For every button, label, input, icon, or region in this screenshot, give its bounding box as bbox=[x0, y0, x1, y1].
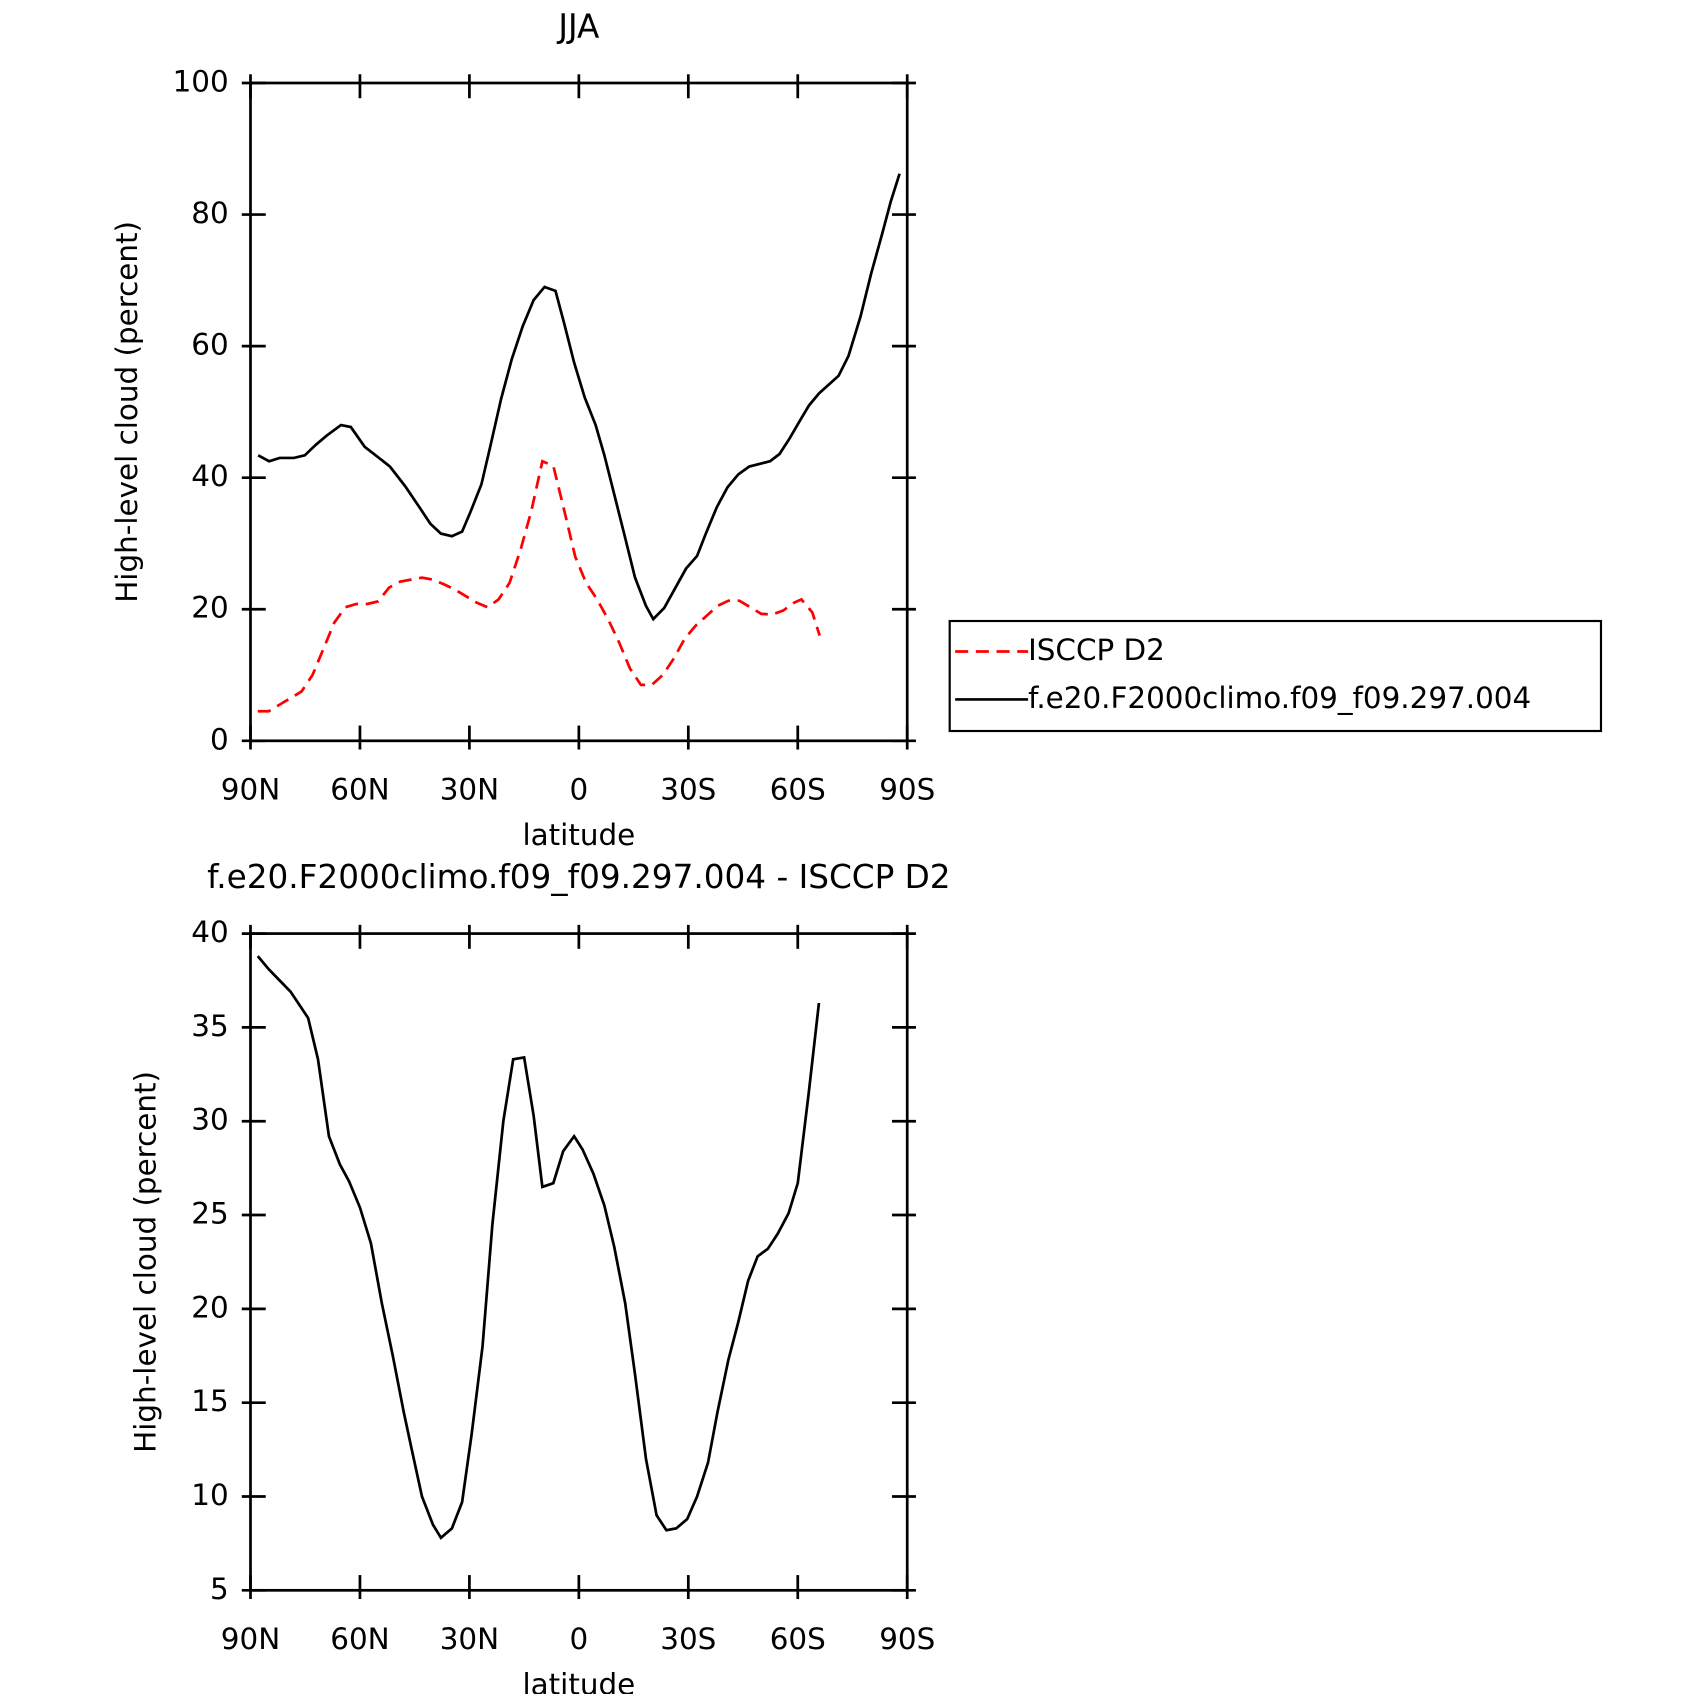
x-tick-label: 30N bbox=[440, 1622, 499, 1656]
legend-label: f.e20.F2000climo.f09_f09.297.004 bbox=[1028, 681, 1531, 715]
x-tick-label: 60S bbox=[770, 772, 826, 806]
x-tick-label: 90N bbox=[221, 772, 280, 806]
plot-frame bbox=[249, 81, 909, 743]
x-tick-label: 0 bbox=[570, 1622, 589, 1656]
x-tick-label: 60S bbox=[770, 1622, 826, 1656]
y-tick-label: 60 bbox=[191, 328, 228, 362]
x-tick-label: 90S bbox=[879, 772, 935, 806]
y-tick-label: 35 bbox=[191, 1009, 228, 1043]
data-line bbox=[257, 459, 821, 713]
chart-title: JJA bbox=[556, 8, 600, 46]
y-axis-label: High-level cloud (percent) bbox=[110, 221, 144, 603]
y-tick-label: 25 bbox=[191, 1197, 228, 1231]
x-tick-label: 0 bbox=[570, 772, 589, 806]
x-axis-label: latitude bbox=[522, 818, 635, 852]
y-tick-label: 0 bbox=[210, 722, 229, 756]
x-tick-label: 60N bbox=[330, 772, 389, 806]
legend-label: ISCCP D2 bbox=[1028, 633, 1165, 667]
y-tick-label: 30 bbox=[191, 1103, 228, 1137]
y-tick-label: 40 bbox=[191, 459, 228, 493]
x-tick-label: 90S bbox=[879, 1622, 935, 1656]
data-line bbox=[257, 173, 901, 622]
y-tick-label: 15 bbox=[191, 1384, 228, 1418]
legend-box bbox=[948, 619, 1603, 733]
plot-frame bbox=[249, 932, 909, 1592]
y-tick-label: 10 bbox=[191, 1478, 228, 1512]
y-tick-label: 100 bbox=[173, 64, 229, 98]
chart-title: f.e20.F2000climo.f09_f09.297.004 - ISCCP… bbox=[207, 858, 950, 896]
y-tick-label: 20 bbox=[191, 591, 228, 625]
x-tick-label: 90N bbox=[221, 1622, 280, 1656]
x-tick-label: 30N bbox=[440, 772, 499, 806]
y-tick-label: 5 bbox=[210, 1572, 229, 1606]
x-axis-label: latitude bbox=[522, 1668, 635, 1694]
y-tick-label: 20 bbox=[191, 1290, 228, 1324]
y-tick-label: 40 bbox=[191, 915, 228, 949]
data-line bbox=[256, 955, 821, 1540]
y-tick-label: 80 bbox=[191, 196, 228, 230]
y-axis-label: High-level cloud (percent) bbox=[129, 1071, 163, 1453]
x-tick-label: 60N bbox=[330, 1622, 389, 1656]
x-tick-label: 30S bbox=[660, 772, 716, 806]
x-tick-label: 30S bbox=[660, 1622, 716, 1656]
